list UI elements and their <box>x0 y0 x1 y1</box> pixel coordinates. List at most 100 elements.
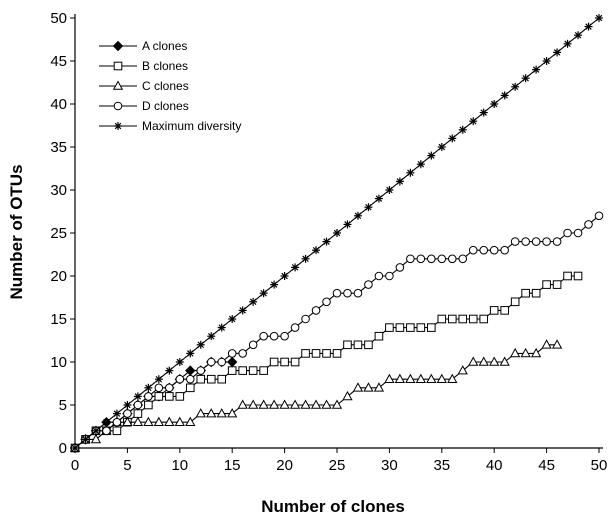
data-point-d-clones <box>217 357 227 367</box>
data-point-maximum-diversity <box>374 194 383 203</box>
data-point-b-clones <box>238 366 247 375</box>
data-point-maximum-diversity <box>186 349 195 358</box>
series-c-clones <box>69 339 563 452</box>
y-tick-label: 15 <box>50 311 67 328</box>
data-point-maximum-diversity <box>343 220 352 229</box>
data-point-maximum-diversity <box>574 31 583 40</box>
data-point-c-clones <box>405 373 416 383</box>
data-point-b-clones <box>479 314 489 324</box>
data-point-b-clones <box>248 366 258 375</box>
data-point-d-clones <box>563 228 572 238</box>
data-point-d-clones <box>133 400 143 410</box>
y-tick-label: 25 <box>50 225 67 242</box>
data-point-d-clones <box>102 426 111 436</box>
data-point-maximum-diversity <box>123 401 132 409</box>
data-point-b-clones <box>165 392 174 401</box>
data-point-d-clones <box>468 245 478 255</box>
legend-item-maximum-diversity: Maximum diversity <box>99 119 241 133</box>
data-point-c-clones <box>342 390 353 401</box>
data-point-maximum-diversity <box>448 134 457 143</box>
data-point-c-clones <box>415 373 426 383</box>
data-point-b-clones <box>144 400 153 410</box>
data-point-maximum-diversity <box>301 254 310 263</box>
data-point-d-clones <box>112 417 122 427</box>
data-point-b-clones <box>521 288 530 298</box>
legend-marker-b-clones <box>113 61 123 71</box>
data-point-d-clones <box>573 228 583 238</box>
data-point-c-clones <box>457 365 468 375</box>
data-point-d-clones <box>123 409 132 418</box>
data-point-b-clones <box>542 280 551 289</box>
data-point-maximum-diversity <box>102 418 111 427</box>
data-point-maximum-diversity <box>207 332 216 341</box>
data-point-c-clones <box>153 416 164 426</box>
data-point-b-clones <box>227 366 237 375</box>
data-point-d-clones <box>185 374 195 384</box>
data-point-b-clones <box>374 331 384 341</box>
data-point-d-clones <box>175 374 185 384</box>
data-point-maximum-diversity <box>270 280 279 289</box>
legend-item-a-clones: A clones <box>99 39 187 53</box>
data-point-maximum-diversity <box>469 117 478 126</box>
data-point-maximum-diversity <box>238 306 247 315</box>
data-point-c-clones <box>185 416 196 426</box>
series-d-clones <box>70 211 604 453</box>
data-point-maximum-diversity <box>385 186 394 194</box>
data-point-maximum-diversity <box>532 65 541 74</box>
data-point-maximum-diversity <box>395 177 404 186</box>
data-point-maximum-diversity <box>479 108 488 117</box>
series-layer <box>69 14 604 454</box>
data-point-d-clones <box>594 211 604 221</box>
data-point-c-clones <box>499 356 510 366</box>
data-point-maximum-diversity <box>364 203 373 212</box>
data-point-maximum-diversity <box>71 444 79 452</box>
data-point-d-clones <box>395 263 405 272</box>
data-point-b-clones <box>489 306 499 315</box>
y-tick-label: 10 <box>50 354 67 371</box>
y-axis-title: Number of OTUs <box>7 164 26 299</box>
legend-label: D clones <box>142 99 189 113</box>
data-point-maximum-diversity <box>91 426 100 435</box>
x-tick-label: 25 <box>329 457 346 474</box>
series-maximum-diversity <box>71 14 603 452</box>
x-tick-label: 10 <box>171 457 188 474</box>
data-point-c-clones <box>436 373 447 383</box>
x-tick-label: 35 <box>433 457 450 474</box>
data-point-c-clones <box>520 347 531 358</box>
data-point-d-clones <box>227 349 237 358</box>
data-point-d-clones <box>416 254 426 264</box>
data-point-c-clones <box>530 347 542 358</box>
data-point-d-clones <box>290 323 300 332</box>
data-point-maximum-diversity <box>312 246 321 255</box>
data-point-d-clones <box>280 331 289 341</box>
data-point-maximum-diversity <box>228 315 237 323</box>
data-point-c-clones <box>164 416 175 426</box>
data-point-c-clones <box>132 416 144 426</box>
legend: A clones B clones C clones D clones Maximum … <box>99 39 241 133</box>
legend-marker-d-clones <box>113 101 123 111</box>
data-point-b-clones <box>206 374 216 384</box>
data-point-d-clones <box>301 314 310 324</box>
data-point-c-clones <box>227 408 238 418</box>
series-b-clones <box>70 271 583 453</box>
data-point-maximum-diversity <box>280 272 289 280</box>
data-point-maximum-diversity <box>584 22 593 31</box>
data-point-maximum-diversity <box>259 289 268 298</box>
data-point-b-clones <box>563 271 572 281</box>
data-point-b-clones <box>385 323 394 332</box>
y-tick-label: 35 <box>50 139 67 156</box>
data-point-c-clones <box>447 373 458 383</box>
x-tick-label: 15 <box>224 457 241 474</box>
x-tick-label: 30 <box>381 457 398 474</box>
data-point-b-clones <box>154 392 164 401</box>
data-point-b-clones <box>280 357 289 367</box>
data-point-c-clones <box>510 347 521 358</box>
data-point-c-clones <box>352 382 364 392</box>
x-tick-label: 40 <box>486 457 503 474</box>
legend-item-c-clones: C clones <box>99 79 189 93</box>
data-point-maximum-diversity <box>144 383 153 392</box>
data-point-d-clones <box>248 340 258 350</box>
data-point-d-clones <box>521 237 530 246</box>
legend-label: A clones <box>142 39 187 53</box>
